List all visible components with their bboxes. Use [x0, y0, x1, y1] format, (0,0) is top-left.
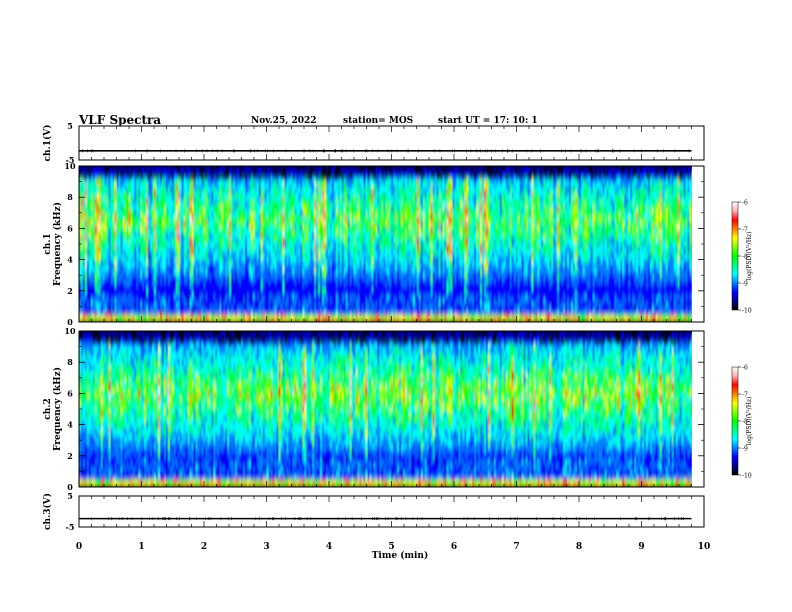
y-tick-label: 10 — [64, 326, 76, 336]
y-axis-label: ch.1 — [43, 233, 53, 254]
y-tick-label: 8 — [67, 192, 73, 202]
x-tick-label: 3 — [263, 542, 269, 552]
y-tick-label: 2 — [67, 451, 73, 461]
y-tick-label: 2 — [67, 286, 73, 296]
panel-ch1-waveform: ch.1(V) 5-5 — [42, 121, 704, 165]
y-axis-label: Frequency (kHz) — [52, 367, 63, 451]
spectrogram-image — [79, 331, 692, 487]
y-tick-label: -5 — [66, 522, 75, 532]
colorbar — [732, 367, 738, 475]
y-tick-label: 4 — [67, 420, 73, 430]
y-tick-label: 6 — [67, 223, 73, 233]
colorbar-tick-label: -9 — [742, 446, 748, 453]
x-tick-label: 0 — [76, 542, 82, 552]
x-tick-label: 2 — [201, 542, 207, 552]
spectrogram-image — [79, 166, 692, 322]
colorbar-tick-label: -10 — [742, 308, 752, 315]
x-tick-label: 1 — [138, 542, 144, 552]
y-tick-label: 6 — [67, 388, 73, 398]
y-axis-label: ch.3(V) — [42, 493, 53, 530]
colorbar — [732, 202, 738, 310]
x-tick-label: 6 — [451, 542, 457, 552]
x-tick-label: 4 — [326, 542, 332, 552]
y-tick-label: 10 — [64, 161, 76, 171]
y-tick-label: 5 — [67, 121, 73, 131]
colorbar-tick-label: -9 — [742, 281, 748, 288]
x-tick-label: 7 — [513, 542, 519, 552]
x-tick-label: 9 — [638, 542, 644, 552]
y-tick-label: 5 — [67, 491, 73, 501]
colorbar-tick-label: -6 — [742, 200, 748, 207]
panel-ch3-waveform: ch.3(V) 5 -5 — [42, 491, 704, 532]
colorbar-tick-label: -6 — [742, 365, 748, 372]
x-tick-label: 10 — [698, 542, 711, 552]
y-tick-label: 8 — [67, 357, 73, 367]
y-axis-label: ch.2 — [43, 398, 53, 419]
y-axis-label: Frequency (kHz) — [52, 202, 63, 286]
x-axis-label: Time (min) — [372, 550, 429, 561]
x-tick-label: 8 — [576, 542, 582, 552]
y-axis-label: ch.1(V) — [42, 125, 53, 162]
colorbar-tick-label: -10 — [742, 473, 752, 480]
colorbar-label: log(PSD)(V²/Hz) — [746, 232, 753, 281]
colorbar-label: log(PSD)(V²/Hz) — [746, 397, 753, 446]
y-tick-label: 4 — [67, 255, 73, 265]
